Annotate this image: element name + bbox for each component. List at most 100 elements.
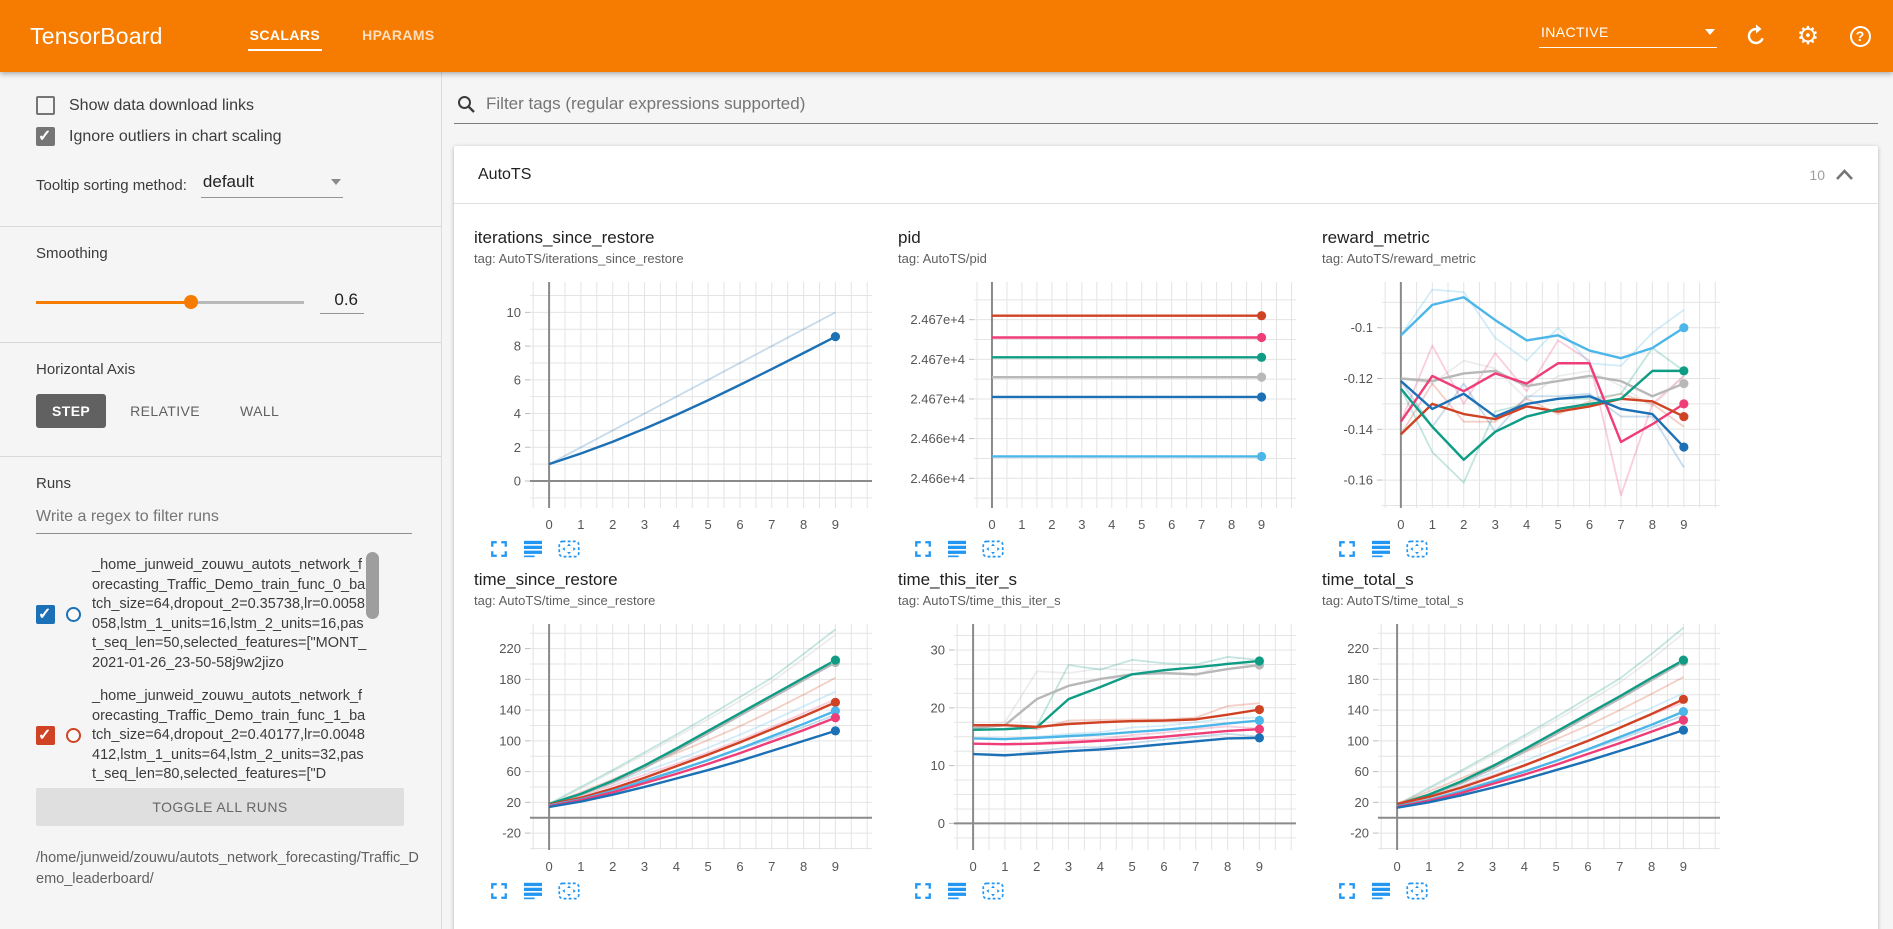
fit-domain-icon[interactable] [558,540,580,558]
checkbox-row-1[interactable]: ✓ Ignore outliers in chart scaling [36,127,411,146]
settings-gear-icon[interactable]: ⚙ [1796,22,1820,50]
chart-title: time_total_s [1322,570,1414,589]
fullscreen-icon[interactable] [490,882,508,900]
x-tick-label: 6 [736,859,743,874]
run-checkbox[interactable]: ✓ [36,726,55,746]
run-checkbox[interactable]: ✓ [36,605,55,624]
series-endpoint-red [1256,311,1267,321]
run-name: _home_junweid_zouwu_autots_network_forec… [92,688,366,782]
divider [0,456,441,457]
data-series-icon[interactable] [947,540,967,558]
runs-scrollbar[interactable] [366,552,379,619]
app-header: TensorBoard SCALARS HPARAMS INACTIVE ⚙ ? [0,0,1893,72]
fullscreen-icon[interactable] [490,540,508,558]
chart-title: reward_metric [1322,228,1430,247]
fullscreen-icon[interactable] [1338,540,1356,558]
status-dropdown[interactable]: INACTIVE [1539,24,1717,48]
x-tick-label: 1 [1425,859,1432,874]
series-pink [973,727,1260,746]
x-tick-label: 8 [1649,517,1656,532]
chart-canvas[interactable]: 220 180 140 100 60 20 -20 0 1 2 3 4 5 6 7 8 9 [1322,618,1726,880]
checkbox-label: Ignore outliers in chart scaling [69,127,282,145]
fit-domain-icon[interactable] [1406,882,1428,900]
series-raw-red [1396,676,1684,805]
smoothing-slider[interactable] [36,295,304,309]
series-raw-gray [972,661,1260,729]
tooltip-sorting-dropdown[interactable]: default [200,172,343,198]
series-raw-red [548,677,836,806]
fullscreen-icon[interactable] [1338,882,1356,900]
fullscreen-icon[interactable] [914,882,932,900]
toggle-all-runs-button[interactable]: TOGGLE ALL RUNS [36,788,404,826]
y-tick-label: -20 [1350,826,1369,841]
data-series-icon[interactable] [523,540,543,558]
chart-time_this_iter_s: time_this_iter_s tag: AutoTS/time_this_it… [898,570,1322,900]
series-pink [1396,718,1684,809]
series-pink [548,716,836,808]
y-tick-label: 0 [938,816,945,831]
tab-hparams[interactable]: HPARAMS [362,27,435,43]
checkbox-checked-icon[interactable]: ✓ [36,127,55,146]
y-tick-label: 20 [931,700,945,715]
sidebar: Show data download links ✓ Ignore outliers… [0,72,442,929]
chart-canvas[interactable]: 10 8 6 4 2 0 0 1 2 3 4 5 6 7 8 9 [474,276,878,538]
y-tick-label: 8 [514,339,521,354]
axis-option-wall[interactable]: WALL [240,403,280,419]
chevron-down-icon [330,179,341,185]
fit-domain-icon[interactable] [982,540,1004,558]
x-tick-label: 5 [1554,517,1561,532]
series-endpoint-red [1678,694,1689,704]
section-header[interactable]: AutoTS 10 [454,146,1878,204]
x-tick-label: 8 [1648,859,1655,874]
series-endpoint-pink [1256,332,1267,343]
chevron-up-icon[interactable] [1835,168,1854,181]
run-item-0[interactable]: ✓ _home_junweid_zouwu_autots_network_fore… [36,556,367,673]
run-solo-radio[interactable] [66,728,81,744]
y-tick-label: 30 [931,643,945,658]
series-endpoint-teal [1254,656,1265,666]
refresh-icon[interactable] [1743,23,1769,49]
help-icon[interactable]: ? [1847,23,1873,49]
x-tick-label: 4 [1521,859,1528,874]
data-series-icon[interactable] [947,882,967,900]
app-title: TensorBoard [30,22,163,49]
slider-thumb[interactable] [184,295,199,309]
series-endpoint-red [1254,704,1265,715]
series-teal [548,659,836,806]
run-filter-input[interactable] [36,504,412,534]
x-tick-label: 0 [1393,859,1400,874]
checkbox-unchecked-icon[interactable] [36,96,55,115]
tag-filter-input[interactable] [486,94,1878,114]
data-series-icon[interactable] [1371,882,1391,900]
series-gray [972,663,1260,730]
x-tick-label: 0 [988,517,995,532]
fit-domain-icon[interactable] [982,882,1004,900]
fit-domain-icon[interactable] [1406,540,1428,558]
axis-option-step[interactable]: STEP [36,394,107,428]
y-tick-label: 100 [1347,733,1369,748]
run-item-1[interactable]: ✓ _home_junweid_zouwu_autots_network_fore… [36,687,367,784]
series-endpoint-cyan [830,706,841,716]
chart-canvas[interactable]: 220 180 140 100 60 20 -20 0 1 2 3 4 5 6 7 8 9 [474,618,878,880]
x-tick-label: 2 [1457,859,1464,874]
header-actions: INACTIVE ⚙ ? [1539,23,1873,49]
data-series-icon[interactable] [523,882,543,900]
series-endpoint-pink [1678,715,1689,725]
axis-option-relative[interactable]: RELATIVE [130,403,201,419]
run-solo-radio[interactable] [66,607,81,622]
chart-canvas[interactable]: 2.467e+4 2.467e+4 2.467e+4 2.466e+4 2.466e+4… [898,276,1302,538]
checkbox-row-0[interactable]: Show data download links [36,96,411,115]
fullscreen-icon[interactable] [914,540,932,558]
chart-canvas[interactable]: -0.1 -0.12 -0.14 -0.16 0 1 2 3 4 5 6 7 8 9 [1322,276,1726,538]
chart-time_since_restore: time_since_restore tag: AutoTS/time_since… [474,570,898,900]
smoothing-value[interactable]: 0.6 [320,290,364,314]
x-tick-label: 7 [1192,859,1199,874]
fit-domain-icon[interactable] [558,882,580,900]
tab-scalars[interactable]: SCALARS [247,21,323,51]
series-red [548,701,836,806]
data-series-icon[interactable] [1371,540,1391,558]
series-endpoint-pink [1254,724,1265,734]
chart-canvas[interactable]: 30 20 10 0 0 1 2 3 4 5 6 7 8 9 [898,618,1302,880]
series-blue [1396,728,1684,809]
series-teal [973,659,1260,731]
